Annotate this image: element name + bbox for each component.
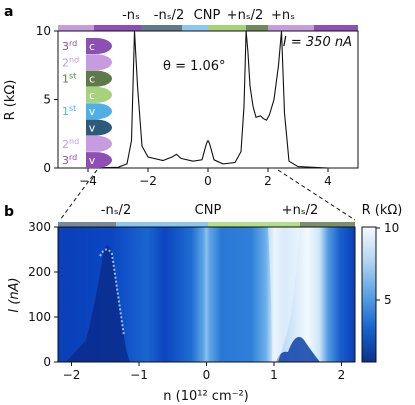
label-minus-ns: -nₛ <box>122 8 140 23</box>
b-label-plus-half-ns: +nₛ/2 <box>282 203 319 218</box>
resistance-curve <box>58 30 358 169</box>
legend-band-shape <box>86 86 112 103</box>
legend-band-letter: v <box>89 122 96 135</box>
panel-a-label: a <box>4 4 13 20</box>
current-label: I = 350 nA <box>283 35 352 50</box>
b-ytick-label: 0 <box>43 355 51 369</box>
b-label-minus-half-ns: -nₛ/2 <box>101 203 131 218</box>
colorbar <box>361 226 377 363</box>
a-xtick-label: 4 <box>324 174 332 188</box>
b-xtick-label: 0 <box>203 368 211 382</box>
a-xtick-label: −2 <box>139 174 157 188</box>
panel-b-ticks: −2 −1 0 1 2 0 100 200 300 <box>28 220 345 382</box>
legend-band-letter: c <box>89 40 95 53</box>
legend-band-shape <box>86 103 112 120</box>
a-ytick-label: 0 <box>43 161 51 175</box>
legend-band-shape <box>86 152 112 169</box>
panel-b-xlabel: n (10¹² cm⁻²) <box>163 389 249 404</box>
connector-left <box>59 169 98 221</box>
b-label-cnp: CNP <box>195 203 222 218</box>
b-xtick-label: 2 <box>338 368 346 382</box>
b-xtick-label: 1 <box>270 368 278 382</box>
b-xtick-label: −1 <box>130 368 148 382</box>
panel-a-ylabel: R (kΩ) <box>3 80 18 121</box>
connector-right <box>277 169 356 221</box>
panel-a-top-band <box>58 25 358 31</box>
legend-band-order: 3rd <box>62 39 77 53</box>
label-plus-half-ns: +nₛ/2 <box>227 8 264 23</box>
panel-a-ticks: −4 −2 0 2 4 0 5 10 <box>36 24 332 188</box>
b-ytick-label: 300 <box>28 220 51 234</box>
legend-band-order: 2nd <box>62 55 79 69</box>
legend-band-letter: v <box>89 154 96 167</box>
label-cnp: CNP <box>194 8 221 23</box>
panel-b-top-band <box>58 222 355 227</box>
legend-band-order: 3rd <box>62 153 77 167</box>
theta-label: θ = 1.06° <box>163 59 226 74</box>
legend-band-order: 2nd <box>62 137 79 151</box>
a-xtick-label: 2 <box>264 174 272 188</box>
b-xtick-label: −2 <box>63 368 81 382</box>
legend-band-letter: v <box>89 105 96 118</box>
a-ytick-label: 10 <box>36 24 51 38</box>
legend-band-letter: c <box>89 89 95 102</box>
legend-band-shape <box>86 54 112 71</box>
legend-band-shape <box>86 135 112 152</box>
a-xtick-label: −4 <box>79 174 97 188</box>
a-ytick-label: 5 <box>43 93 51 107</box>
panel-b-label: b <box>4 204 14 220</box>
legend-band-shape <box>86 38 112 54</box>
panel-b-ylabel: I (nA) <box>7 277 22 312</box>
label-plus-ns: +nₛ <box>271 8 295 23</box>
legend-band-shape <box>86 70 112 87</box>
legend-band-letter: c <box>89 73 95 86</box>
label-minus-half-ns: -nₛ/2 <box>154 8 184 23</box>
legend-band-order: 1st <box>62 72 76 86</box>
b-ytick-label: 200 <box>28 265 51 279</box>
b-ytick-label: 100 <box>28 310 51 324</box>
colorbar-tick-5: 5 <box>384 293 392 307</box>
legend-band-order: 1st <box>62 104 76 118</box>
panel-a-density-labels: -nₛ -nₛ/2 CNP +nₛ/2 +nₛ <box>122 8 295 23</box>
legend-band-shape <box>86 119 112 136</box>
a-xtick-label: 0 <box>204 174 212 188</box>
resistance-heatmap <box>58 227 355 362</box>
colorbar-title: R (kΩ) <box>362 203 403 218</box>
colorbar-tick-10: 10 <box>384 221 399 235</box>
